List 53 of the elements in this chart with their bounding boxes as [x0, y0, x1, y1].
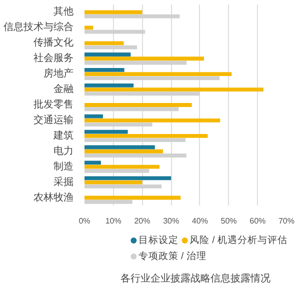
bar: [84, 169, 150, 173]
y-tick-label: 制造: [54, 160, 74, 172]
bar: [84, 88, 264, 92]
y-tick-label: 社会服务: [34, 52, 74, 64]
bar: [84, 83, 134, 88]
x-tick-label: 20%: [134, 216, 150, 226]
x-tick-label: 60%: [250, 216, 266, 226]
bar: [84, 103, 192, 107]
y-tick-label: 批发零售: [34, 98, 74, 110]
text: 各行业企业披露战略信息披露情况: [120, 272, 271, 284]
bar: [84, 184, 162, 188]
bar: [84, 107, 179, 112]
bar: [84, 176, 172, 180]
x-tick-label: 10%: [105, 216, 122, 226]
bar: [84, 30, 146, 34]
legend-label: 目标设定: [138, 234, 178, 246]
y-tick-label: 交通运输: [34, 114, 74, 126]
y-tick-label: 电力: [54, 144, 74, 157]
y-tick-label: 其他: [54, 6, 74, 18]
bar: [84, 114, 103, 118]
x-tick-label: 50%: [220, 216, 237, 226]
y-tick-label: 采掘: [54, 176, 74, 188]
bar: [84, 26, 94, 30]
bar: [84, 200, 132, 204]
bar: [84, 68, 124, 72]
bar: [84, 14, 180, 18]
x-tick-label: 0%: [78, 216, 90, 226]
y-tick-label: 信息技术与综合: [4, 21, 74, 34]
y-tick-label: 传播文化: [34, 36, 74, 49]
bar: [84, 56, 204, 61]
x-tick-label: 40%: [192, 216, 208, 226]
legend-label: 专项政策 / 治理: [138, 250, 206, 262]
bar: [84, 164, 160, 169]
y-tick-label: 房地产: [44, 68, 74, 80]
bar: [84, 138, 186, 142]
bar: [84, 149, 163, 154]
bar: [84, 118, 220, 122]
bar: [84, 76, 220, 80]
bar: [84, 52, 131, 56]
y-tick-label: 建筑: [52, 129, 74, 142]
bar: [84, 130, 128, 134]
bar: [84, 134, 208, 138]
bar: [84, 122, 152, 127]
x-tick-label: 30%: [163, 216, 180, 226]
x-tick-label: 70%: [278, 216, 295, 226]
bar: [84, 72, 232, 76]
y-tick-label: 农林牧渔: [34, 191, 74, 204]
bar: [84, 41, 124, 46]
bar: [84, 154, 186, 158]
bar: [84, 92, 200, 96]
bar: [84, 160, 101, 165]
y-tick-label: 金融: [54, 83, 74, 96]
bar: [84, 180, 142, 184]
